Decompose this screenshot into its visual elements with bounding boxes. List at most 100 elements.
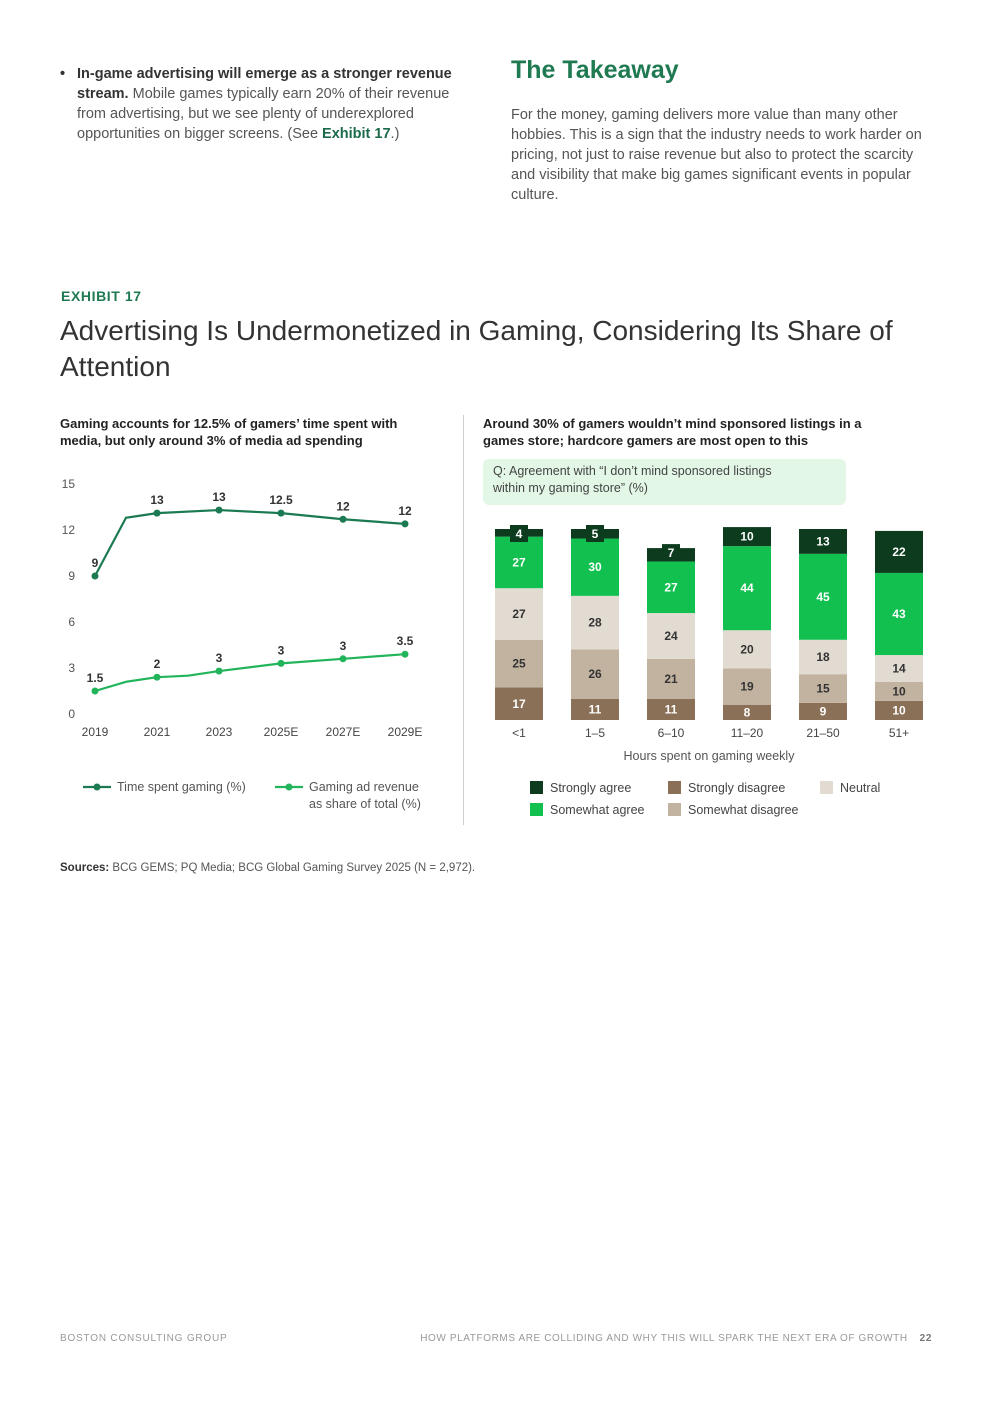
x-category-label: 21–50 (806, 726, 840, 740)
ad-revenue-point (91, 687, 99, 695)
legend-swatch-somewhat-agree (530, 803, 543, 816)
x-axis-title: Hours spent on gaming weekly (624, 749, 796, 763)
x-category-label: 51+ (889, 726, 909, 740)
time-spent-data-label: 13 (150, 493, 164, 507)
bar-segment-somewhat-agree (571, 538, 619, 596)
bar-segment-neutral (647, 613, 695, 659)
time-spent-point (153, 509, 161, 517)
legend-label-neutral: Neutral (840, 781, 880, 795)
ad-revenue-data-label: 2 (154, 657, 161, 671)
line-chart: 0 3 6 9 12 15 2019 2021 2023 2025E 2027E 2029E 9 13 13… (62, 477, 423, 811)
bar-segment-strongly-disagree (723, 704, 771, 720)
ad-revenue-point (339, 655, 347, 663)
time-spent-data-label: 9 (92, 556, 99, 570)
ad-revenue-data-label: 3 (340, 639, 347, 653)
time-spent-point (401, 520, 409, 528)
intro-bullet: • In-game advertising will emerge as a s… (60, 64, 470, 144)
bar-data-label: 27 (512, 607, 526, 621)
ad-revenue-point (277, 659, 285, 667)
small-label-box (662, 544, 680, 562)
x-category-label: <1 (512, 726, 526, 740)
bar-data-label: 24 (664, 629, 678, 643)
legend-ad-label: Gaming ad revenue (309, 780, 419, 794)
chart-divider (463, 415, 464, 825)
bar-segment-somewhat-agree (875, 572, 923, 656)
x-tick-label: 2023 (206, 725, 233, 739)
bar-data-label: 20 (740, 642, 754, 656)
legend-swatch-strongly-agree (530, 781, 543, 794)
bar-segment-somewhat-agree (799, 553, 847, 640)
time-spent-line (94, 508, 406, 577)
x-category-label: 6–10 (658, 726, 685, 740)
ad-revenue-point (401, 650, 409, 658)
bar-data-label: 14 (892, 661, 906, 675)
small-label-box (586, 525, 604, 542)
time-spent-point (277, 509, 285, 517)
bar-data-label: 27 (512, 555, 526, 569)
bar-data-label: 30 (588, 560, 602, 574)
question-line-2: within my gaming store” (%) (493, 481, 648, 495)
bar-segment-strongly-disagree (495, 687, 543, 720)
x-tick-label: 2021 (144, 725, 171, 739)
bullet-text: Mobile games typically earn 20% of their… (77, 86, 450, 142)
ad-revenue-data-label: 3 (216, 651, 223, 665)
ad-revenue-data-label: 1.5 (87, 671, 104, 685)
bar-chart-subtitle: Around 30% of gamers wouldn’t mind spons… (483, 416, 862, 448)
bar-segment-strongly-disagree (875, 700, 923, 720)
time-spent-data-label: 12 (398, 504, 412, 518)
bar-data-label: 27 (664, 580, 678, 594)
bar-segment-somewhat-disagree (875, 681, 923, 701)
sources-label: Sources: (60, 862, 110, 874)
legend-time-marker (93, 783, 101, 791)
question-line-1: Q: Agreement with “I don’t mind sponsore… (493, 464, 772, 478)
y-tick-label: 15 (62, 477, 76, 491)
exhibit-link[interactable]: Exhibit 17 (322, 126, 391, 142)
legend-swatch-strongly-disagree (668, 781, 681, 794)
bar-data-label: 28 (588, 616, 602, 630)
bar-data-label: 15 (816, 681, 830, 695)
ad-revenue-data-label: 3.5 (397, 634, 414, 648)
takeaway-body: For the money, gaming delivers more valu… (511, 107, 922, 203)
bar-data-label: 10 (740, 530, 754, 544)
bar-segment-neutral (495, 588, 543, 640)
line-chart-subtitle: Gaming accounts for 12.5% of gamers’ tim… (60, 416, 398, 448)
bar-segment-strongly-disagree (647, 698, 695, 720)
bar-segment-neutral (875, 655, 923, 682)
sources-note: Sources: BCG GEMS; PQ Media; BCG Global … (60, 862, 475, 874)
legend-label-strongly-disagree: Strongly disagree (688, 781, 785, 795)
bar-segment-strongly-agree (875, 530, 923, 573)
x-category-label: 11–20 (731, 726, 764, 740)
bar-data-label: 25 (512, 657, 526, 671)
bar-data-label: 43 (892, 607, 906, 621)
y-tick-label: 9 (68, 569, 75, 583)
time-spent-data-label: 13 (212, 490, 226, 504)
sources-text: BCG GEMS; PQ Media; BCG Global Gaming Su… (109, 862, 476, 874)
bar-segment-somewhat-disagree (495, 639, 543, 688)
bar-segment-somewhat-agree (723, 546, 771, 631)
y-tick-label: 6 (68, 615, 75, 629)
bar-segment-strongly-disagree (571, 698, 619, 720)
exhibit-label: EXHIBIT 17 (61, 288, 142, 304)
bullet-paragraph: In-game advertising will emerge as a str… (77, 64, 470, 144)
footer-right: HOW PLATFORMS ARE COLLIDING AND WHY THIS… (415, 1333, 932, 1344)
bar-data-label: 22 (892, 545, 906, 559)
legend-label-somewhat-disagree: Somewhat disagree (688, 803, 799, 817)
bar-segment-neutral (723, 630, 771, 669)
bar-data-label: 4 (516, 527, 523, 541)
bar-data-label: 5 (592, 527, 599, 541)
bar-data-label: 26 (588, 667, 602, 681)
footer-left: BOSTON CONSULTING GROUP (60, 1333, 228, 1344)
time-spent-data-label: 12.5 (269, 493, 293, 507)
bar-data-label: 45 (816, 590, 830, 604)
bar-data-label: 10 (892, 703, 906, 717)
bar-segment-somewhat-disagree (799, 674, 847, 703)
bar-segment-neutral (571, 595, 619, 650)
footer-title: HOW PLATFORMS ARE COLLIDING AND WHY THIS… (420, 1333, 908, 1344)
bullet-dot-icon: • (60, 66, 66, 82)
legend-label-strongly-agree: Strongly agree (550, 781, 631, 795)
bullet-bold-text: In-game advertising will emerge as a str… (77, 66, 452, 102)
bar-data-label: 9 (820, 704, 827, 718)
ad-revenue-point (215, 667, 223, 675)
question-box: Q: Agreement with “I don’t mind sponsore… (483, 459, 846, 505)
bar-data-label: 13 (816, 534, 830, 548)
